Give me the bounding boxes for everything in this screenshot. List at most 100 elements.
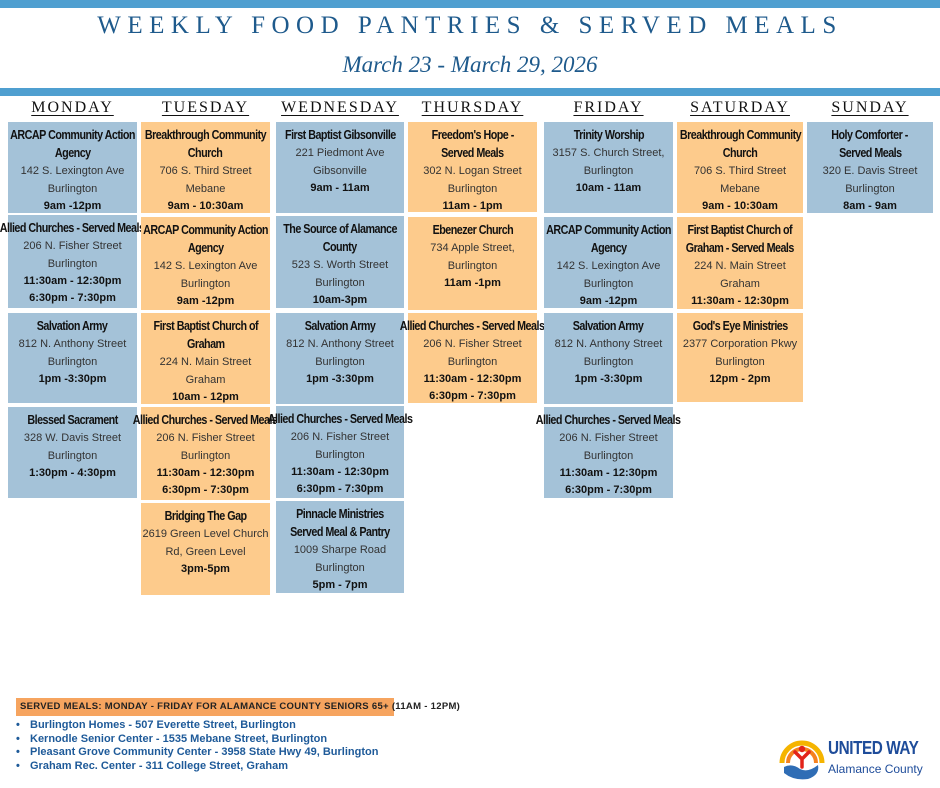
entry-name: Trinity Worship [573, 128, 644, 142]
entry-name: First Baptist Gibsonville [284, 128, 396, 142]
pantry-entry: First Baptist Church of Graham 224 N. Main… [141, 313, 270, 404]
entry-name: ARCAP Community Action [546, 223, 671, 237]
entry-name: ARCAP Community Action [10, 128, 135, 142]
pantry-entry: ARCAP Community Action Agency 142 S. Lexin… [8, 122, 137, 213]
entry-time: 10am - 11am [575, 182, 642, 194]
pantry-entry: Freedom's Hope - Served Meals 302 N. Logan… [408, 122, 537, 212]
header-divider-bar [0, 88, 940, 96]
entry-name: Breakthrough Community [144, 128, 267, 142]
entry-time: 1:30pm - 4:30pm [29, 467, 116, 479]
pantry-entry: Salvation Army 812 N. Anthony Street Burli… [8, 313, 137, 403]
pantry-entry: Salvation Army 812 N. Anthony Street Burli… [544, 313, 673, 404]
entry-name: Served Meals [441, 146, 504, 160]
entry-city: Burlington [180, 450, 231, 462]
pantry-entry: First Baptist Church of Graham - Served M… [677, 217, 803, 309]
entry-city: Burlington [583, 278, 634, 290]
entry-name: Church [188, 146, 223, 160]
entry-city: Burlington [47, 183, 98, 195]
pantry-entry: Blessed Sacrament 328 W. Davis Street Burl… [8, 407, 137, 498]
entry-time: 10am - 12pm [172, 391, 239, 403]
entry-name: Agency [590, 241, 627, 255]
entry-time: 9am -12pm [43, 200, 102, 212]
entry-name: Blessed Sacrament [27, 413, 118, 427]
entry-time: 11:30am - 12:30pm [559, 467, 658, 479]
pantry-entry: ARCAP Community Action Agency 142 S. Lexin… [141, 217, 270, 310]
entry-name: Salvation Army [573, 319, 644, 333]
entry-address: 224 N. Main Street [694, 260, 786, 272]
entry-city: Rd, Green Level [165, 546, 246, 558]
entry-time: 9am - 11am [310, 182, 370, 194]
entry-time: 9am -12pm [176, 295, 235, 307]
entry-time: 11am -1pm [444, 277, 501, 289]
entry-city: Burlington [583, 356, 634, 368]
entry-name: Breakthrough Community [679, 128, 801, 142]
entry-city: Burlington [583, 165, 634, 177]
entry-address: 142 S. Lexington Ave [20, 165, 125, 177]
entry-time: 6:30pm - 7:30pm [296, 483, 384, 495]
entry-name: Allied Churches - Served Meals [400, 319, 545, 333]
entry-city: Burlington [315, 449, 365, 461]
entry-name: Served Meals [838, 146, 902, 160]
entry-name: Allied Churches - Served Meals [133, 413, 278, 427]
entry-address: 812 N. Anthony Street [18, 338, 127, 350]
served-meals-location: • Burlington Homes - 507 Everette Street,… [16, 719, 296, 731]
entry-time: 6:30pm - 7:30pm [29, 292, 116, 304]
pantry-entry: Trinity Worship 3157 S. Church Street, Bur… [544, 122, 673, 213]
day-header-thursday: THURSDAY [421, 99, 524, 116]
entry-address: 812 N. Anthony Street [554, 338, 663, 350]
bullet-icon: • [16, 732, 20, 745]
date-range: March 23 - March 29, 2026 [342, 52, 598, 77]
entry-name: County [323, 240, 357, 254]
entry-address: 320 E. Davis Street [822, 165, 918, 177]
pantry-entry: Pinnacle Ministries Served Meal & Pantry 1… [276, 501, 404, 593]
entry-city: Burlington [447, 356, 498, 368]
page-title: WEEKLY FOOD PANTRIES & SERVED MEALS [97, 12, 843, 39]
served-meals-banner: SERVED MEALS: MONDAY - FRIDAY FOR ALAMAN… [16, 698, 460, 716]
entry-city: Mebane [720, 183, 760, 195]
logo-name: UNITED WAY [828, 738, 919, 758]
entry-time: 11:30am - 12:30pm [691, 295, 789, 307]
entry-address: 706 S. Third Street [159, 165, 252, 177]
entry-name: Ebenezer Church [432, 223, 513, 237]
entry-name: Holy Comforter - [831, 128, 909, 142]
entry-time: 6:30pm - 7:30pm [429, 390, 516, 402]
entry-city: Mebane [185, 183, 226, 195]
entry-address: 328 W. Davis Street [23, 432, 122, 444]
pantry-entry: Allied Churches - Served Meals 206 N. Fis… [133, 407, 278, 500]
entry-city: Burlington [47, 450, 98, 462]
logo-subname: Alamance County [828, 762, 923, 776]
entry-time: 6:30pm - 7:30pm [565, 484, 652, 496]
entry-time: 1pm -3:30pm [38, 373, 107, 385]
entry-name: Church [722, 146, 758, 160]
entry-name: Freedom's Hope - [431, 128, 514, 142]
entry-address: 2619 Green Level Church [142, 528, 269, 540]
day-header-friday: FRIDAY [573, 99, 644, 116]
united-way-logo: UNITED WAY Alamance County [778, 733, 938, 783]
entry-address: 734 Apple Street, [430, 242, 515, 254]
united-way-hand-icon [779, 740, 825, 780]
entry-address: 142 S. Lexington Ave [556, 260, 661, 272]
entry-time: 9am - 10:30am [167, 200, 244, 212]
entry-name: Allied Churches - Served Meals [0, 221, 145, 235]
day-header-saturday: SATURDAY [690, 99, 790, 116]
entry-city: Burlington [47, 356, 98, 368]
entry-time: 9am -12pm [579, 295, 638, 307]
entry-address: 1009 Sharpe Road [293, 544, 387, 556]
served-meals-location: • Kernodle Senior Center - 1535 Mebane St… [16, 732, 328, 745]
entry-name: Salvation Army [37, 319, 108, 333]
entry-address: 206 N. Fisher Street [559, 432, 658, 444]
bullet-icon: • [16, 719, 20, 731]
entry-name: First Baptist Church of [687, 223, 793, 237]
bullet-icon: • [16, 759, 20, 772]
entry-time: 11:30am - 12:30pm [23, 275, 122, 287]
entry-name: The Source of Alamance [283, 222, 397, 236]
pantry-entry: Allied Churches - Served Meals 206 N. Fis… [0, 215, 145, 308]
entry-city: Burlington [583, 450, 634, 462]
entry-city: Burlington [845, 183, 895, 195]
pantry-entry: ARCAP Community Action Agency 142 S. Lexin… [544, 217, 673, 308]
entry-address: 523 S. Worth Street [291, 259, 389, 271]
entry-time: 12pm - 2pm [709, 373, 771, 385]
bullet-icon: • [16, 746, 20, 758]
entry-name: Agency [187, 241, 224, 255]
entry-name: Graham [186, 337, 225, 351]
